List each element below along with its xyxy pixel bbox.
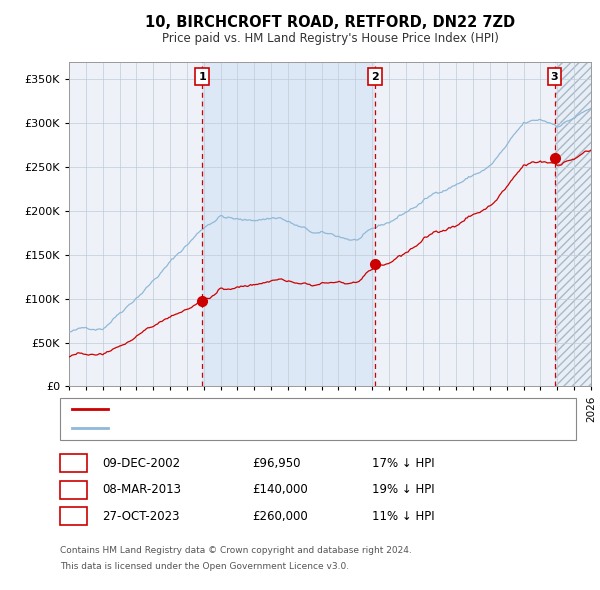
Bar	[202, 62, 375, 386]
Text: 27-OCT-2023: 27-OCT-2023	[102, 510, 179, 523]
Text: Contains HM Land Registry data © Crown copyright and database right 2024.: Contains HM Land Registry data © Crown c…	[60, 546, 412, 555]
Text: 3: 3	[551, 71, 559, 81]
Text: 08-MAR-2013: 08-MAR-2013	[102, 483, 181, 496]
Text: Price paid vs. HM Land Registry's House Price Index (HPI): Price paid vs. HM Land Registry's House …	[161, 32, 499, 45]
Text: 2: 2	[70, 483, 77, 496]
Text: 1: 1	[70, 457, 77, 470]
Text: 3: 3	[70, 510, 77, 523]
Text: 17% ↓ HPI: 17% ↓ HPI	[372, 457, 434, 470]
Text: 2: 2	[371, 71, 379, 81]
Text: 11% ↓ HPI: 11% ↓ HPI	[372, 510, 434, 523]
Text: 19% ↓ HPI: 19% ↓ HPI	[372, 483, 434, 496]
Text: HPI: Average price, detached house, Bassetlaw: HPI: Average price, detached house, Bass…	[114, 424, 371, 434]
Text: £96,950: £96,950	[252, 457, 301, 470]
Text: This data is licensed under the Open Government Licence v3.0.: This data is licensed under the Open Gov…	[60, 562, 349, 571]
Text: £140,000: £140,000	[252, 483, 308, 496]
Text: £260,000: £260,000	[252, 510, 308, 523]
Text: 1: 1	[199, 71, 206, 81]
Text: 10, BIRCHCROFT ROAD, RETFORD, DN22 7ZD: 10, BIRCHCROFT ROAD, RETFORD, DN22 7ZD	[145, 15, 515, 30]
Bar	[554, 62, 591, 386]
Text: 10, BIRCHCROFT ROAD, RETFORD, DN22 7ZD (detached house): 10, BIRCHCROFT ROAD, RETFORD, DN22 7ZD (…	[114, 404, 463, 414]
Text: 09-DEC-2002: 09-DEC-2002	[102, 457, 180, 470]
